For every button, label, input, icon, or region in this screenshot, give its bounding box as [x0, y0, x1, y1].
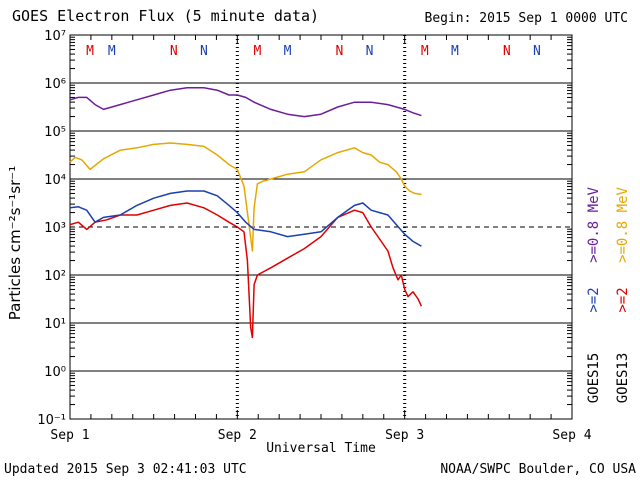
x-axis-label: Universal Time: [266, 441, 376, 456]
event-marker: N: [533, 44, 541, 59]
y-tick-label: 10¹: [44, 317, 66, 332]
x-tick-label: Sep 1: [50, 428, 89, 443]
event-marker: N: [170, 44, 178, 59]
y-tick-label: 10⁰: [44, 365, 66, 380]
legend-entry: GOES15: [586, 353, 602, 404]
y-tick-label: 10²: [44, 269, 66, 284]
series-line-goes13-2-mev: [69, 202, 423, 339]
legend-entry: GOES13: [615, 353, 631, 404]
credit-text: NOAA/SWPC Boulder, CO USA: [440, 462, 636, 477]
chart-title: GOES Electron Flux (5 minute data): [12, 7, 320, 25]
x-tick-label: Sep 2: [218, 428, 257, 443]
y-tick-labels: 10⁷ 10⁶ 10⁵ 10⁴ 10³ 10² 10¹ 10⁰ 10⁻¹: [37, 29, 66, 428]
x-tick-label: Sep 4: [552, 428, 591, 443]
legend-entry: >=2: [615, 287, 631, 312]
x-tick-label: Sep 3: [385, 428, 424, 443]
y-tick-label: 10⁻¹: [37, 413, 66, 428]
y-tick-label: 10³: [44, 221, 66, 236]
event-marker: M: [253, 44, 261, 59]
y-tick-label: 10⁵: [44, 125, 66, 140]
legend-entry: >=2: [586, 287, 602, 312]
y-tick-label: 10⁷: [44, 29, 66, 44]
x-tick-labels: Sep 1 Sep 2 Sep 3 Sep 4: [50, 428, 591, 443]
legend-entry: >=0.8 MeV: [586, 187, 602, 263]
legend: >=0.8 MeV >=0.8 MeV >=2 >=2 GOES15 GOES13: [586, 187, 631, 404]
y-tick-label: 10⁴: [44, 173, 66, 188]
event-marker: M: [86, 44, 94, 59]
y-tick-label: 10⁶: [44, 77, 66, 92]
begin-time: Begin: 2015 Sep 1 0000 UTC: [424, 11, 629, 26]
y-axis-label: Particles cm⁻²s⁻¹sr⁻¹: [6, 166, 24, 320]
series-line-goes15-2-mev: [69, 190, 422, 247]
series-lines: [69, 87, 423, 339]
legend-entry: >=0.8 MeV: [615, 187, 631, 263]
event-marker: M: [284, 44, 292, 59]
updated-timestamp: Updated 2015 Sep 3 02:41:03 UTC: [4, 462, 247, 477]
series-line-goes13-0-8-mev: [69, 142, 422, 252]
grid-lines: [69, 35, 573, 419]
series-line-goes15-0-8-mev: [69, 87, 422, 118]
event-marker: N: [200, 44, 208, 59]
event-marker: N: [335, 44, 343, 59]
event-marker: N: [503, 44, 511, 59]
event-marker: M: [108, 44, 116, 59]
event-marker: N: [366, 44, 374, 59]
event-marker: M: [421, 44, 429, 59]
event-marker: M: [451, 44, 459, 59]
